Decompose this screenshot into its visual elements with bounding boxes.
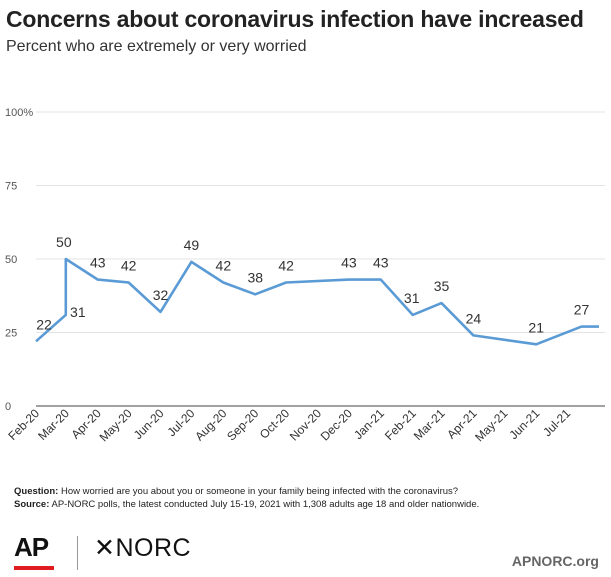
grid-lines xyxy=(36,111,605,407)
x-tick-label: Jan-21 xyxy=(351,406,387,442)
y-tick-label: 25 xyxy=(5,328,17,340)
ap-logo-underline xyxy=(14,566,54,570)
question-note: Question: How worried are you about you … xyxy=(14,486,458,497)
data-label: 43 xyxy=(373,255,389,271)
data-label: 35 xyxy=(434,278,450,294)
ap-logo: AP xyxy=(14,532,54,570)
line-chart: 0 25 50 75 100% Feb-20Mar-20Apr-20May-20Jun-… xyxy=(5,107,605,444)
data-label: 49 xyxy=(184,237,200,253)
data-label: 42 xyxy=(121,258,137,274)
data-label: 21 xyxy=(528,319,544,335)
x-tick-label: Mar-21 xyxy=(411,406,448,443)
source-text: AP-NORC polls, the latest conducted July… xyxy=(49,499,480,510)
data-label: 50 xyxy=(56,234,72,250)
data-label: 27 xyxy=(574,302,590,318)
x-tick-label: Jun-21 xyxy=(506,406,542,442)
x-tick-label: Jul-21 xyxy=(540,406,573,439)
x-tick-label: Feb-21 xyxy=(382,406,419,443)
x-tick-label: Sep-20 xyxy=(224,406,261,443)
data-label: 22 xyxy=(36,316,52,332)
x-tick-label: Mar-20 xyxy=(35,406,72,443)
chart-title: Concerns about coronavirus infection hav… xyxy=(6,6,584,32)
data-label: 31 xyxy=(404,290,420,306)
source-note: Source: AP-NORC polls, the latest conduc… xyxy=(14,499,479,510)
y-tick-label: 0 xyxy=(5,401,11,413)
y-tick-label: 100% xyxy=(5,107,33,119)
data-label: 42 xyxy=(216,258,232,274)
logo-divider xyxy=(77,536,78,570)
question-label: Question: xyxy=(14,486,59,497)
y-tick-label: 50 xyxy=(5,254,17,266)
source-label: Source: xyxy=(14,499,50,510)
data-label: 43 xyxy=(90,255,106,271)
x-tick-label: May-21 xyxy=(472,406,510,444)
y-tick-label: 75 xyxy=(5,181,17,193)
x-tick-label: Aug-20 xyxy=(192,406,229,443)
x-axis-ticks: Feb-20Mar-20Apr-20May-20Jun-20Jul-20Aug-… xyxy=(5,406,573,444)
x-tick-label: Jun-20 xyxy=(131,406,167,442)
x-tick-label: Dec-20 xyxy=(318,406,355,443)
data-label: 42 xyxy=(278,258,294,274)
data-label: 24 xyxy=(466,310,482,326)
ap-logo-text: AP xyxy=(14,532,49,562)
data-label: 32 xyxy=(153,287,169,303)
x-tick-label: Oct-20 xyxy=(257,406,293,442)
data-label: 31 xyxy=(70,304,86,320)
x-tick-label: Nov-20 xyxy=(287,406,324,443)
series-line xyxy=(35,257,599,346)
data-label: 43 xyxy=(341,255,357,271)
y-axis-ticks: 0 25 50 75 100% xyxy=(5,107,33,413)
data-label: 38 xyxy=(247,269,263,285)
apnorc-url: APNORC.org xyxy=(511,553,599,569)
data-labels: 22 31 50 43 42 32 49 42 38 42 43 43 31 35 24 21 27 xyxy=(36,234,589,335)
question-text: How worried are you about you or someone… xyxy=(58,486,459,497)
norc-logo: ✕NORC xyxy=(94,534,192,562)
x-tick-label: May-20 xyxy=(97,406,135,444)
chart-subtitle: Percent who are extremely or very worrie… xyxy=(6,38,307,55)
